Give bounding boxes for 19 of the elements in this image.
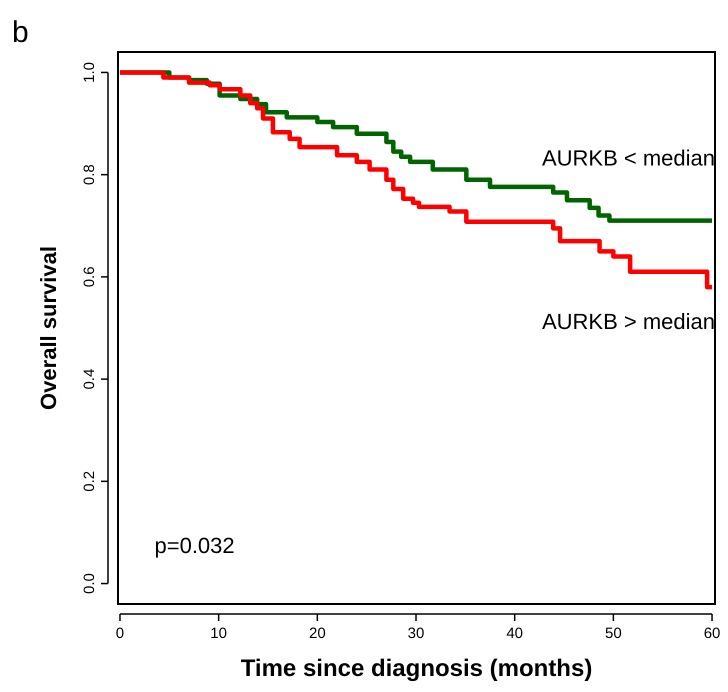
x-tick-label: 10 (210, 625, 227, 642)
x-tick-label: 0 (116, 625, 124, 642)
x-tick-label: 50 (605, 625, 622, 642)
series-label: AURKB > median (542, 309, 715, 334)
y-tick-label: 0.0 (81, 573, 98, 594)
annotation: p=0.032 (154, 532, 235, 558)
y-axis-title: Overall survival (36, 246, 61, 410)
x-tick-label: 20 (308, 625, 326, 642)
x-axis-title: Time since diagnosis (months) (240, 655, 592, 682)
y-tick-label: 0.2 (81, 470, 98, 492)
y-tick-label: 0.8 (81, 164, 98, 186)
y-tick-label: 0.4 (81, 368, 98, 390)
x-tick-label: 60 (704, 625, 720, 642)
x-tick-label: 40 (506, 625, 524, 642)
series-label: AURKB < median (542, 146, 715, 171)
text: b (12, 16, 29, 49)
y-tick-label: 0.6 (81, 266, 98, 288)
x-tick-label: 30 (408, 625, 424, 642)
y-tick-label: 1.0 (81, 62, 98, 83)
